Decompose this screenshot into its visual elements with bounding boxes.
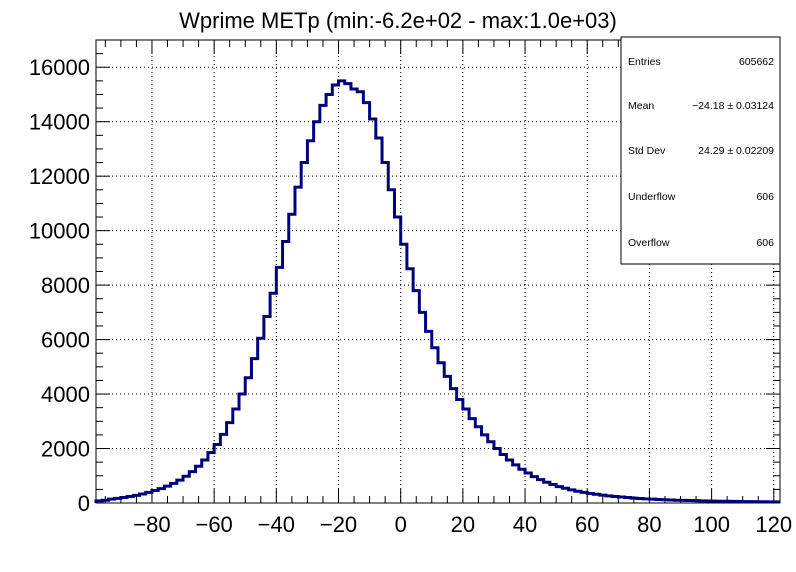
stats-overflow-label: Overflow (628, 237, 670, 249)
x-tick-label-8: 80 (637, 512, 661, 537)
stats-stddev-label: Std Dev (628, 145, 666, 157)
y-tick-label-1: 2000 (41, 437, 90, 462)
tick-labels: −80 −60 −40 −20 0 20 40 60 80 100 120 0 2000 4000 6000… (29, 55, 792, 537)
stats-overflow-value: 606 (756, 237, 774, 249)
x-tick-label-4: 0 (395, 512, 407, 537)
x-tick-label-1: −60 (195, 512, 232, 537)
y-tick-label-4: 8000 (41, 273, 90, 298)
x-tick-label-2: −40 (258, 512, 295, 537)
y-tick-label-2: 4000 (41, 382, 90, 407)
stats-stddev-value: 24.29 ± 0.02209 (698, 145, 774, 157)
y-tick-label-3: 6000 (41, 328, 90, 353)
y-tick-label-8: 16000 (29, 55, 90, 80)
stats-mean-label: Mean (628, 100, 654, 112)
x-tick-label-6: 40 (513, 512, 537, 537)
histogram-line (94, 79, 780, 504)
stats-entries-label: Entries (628, 56, 661, 68)
x-tick-label-5: 20 (451, 512, 475, 537)
y-tick-label-5: 10000 (29, 219, 90, 244)
x-tick-label-0: −80 (133, 512, 170, 537)
stats-box: Entries 605662 Mean −24.18 ± 0.03124 Std… (620, 36, 781, 265)
stats-entries-value: 605662 (739, 56, 774, 68)
stats-mean-value: −24.18 ± 0.03124 (692, 100, 774, 112)
x-tick-label-9: 100 (693, 512, 730, 537)
x-tick-label-10: 120 (755, 512, 792, 537)
y-tick-label-0: 0 (78, 491, 90, 516)
stats-underflow-value: 606 (756, 191, 774, 203)
x-tick-label-3: −20 (320, 512, 357, 537)
stats-box-frame (620, 36, 781, 265)
stats-underflow-label: Underflow (628, 191, 676, 203)
chart-title: Wprime METp (min:-6.2e+02 - max:1.0e+03) (179, 8, 617, 33)
y-tick-label-6: 12000 (29, 164, 90, 189)
y-tick-label-7: 14000 (29, 110, 90, 135)
x-tick-label-7: 60 (575, 512, 599, 537)
